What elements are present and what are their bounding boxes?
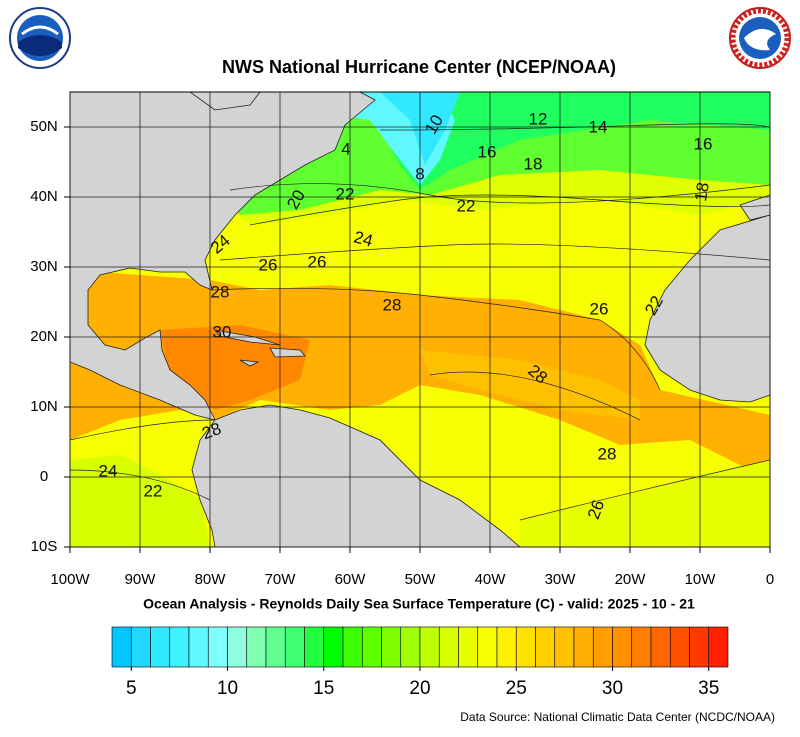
source: Data Source: National Climatic Data Cent… xyxy=(460,710,775,724)
colorbar-box xyxy=(592,626,613,668)
colorbar-label: 30 xyxy=(602,678,623,699)
y-tick-label: 40N xyxy=(30,188,58,205)
contour-label: 14 xyxy=(589,117,608,136)
colorbar-box xyxy=(554,626,575,668)
contour-lines xyxy=(70,123,770,521)
contour-label: 22 xyxy=(144,481,163,500)
contour-label: 30 xyxy=(213,322,232,341)
colorbar-box xyxy=(631,626,652,668)
y-tick-label: 10S xyxy=(31,538,58,555)
x-tick-label: 60W xyxy=(335,571,367,588)
y-tick-label: 10N xyxy=(30,398,58,415)
colorbar-label: 10 xyxy=(217,678,238,699)
noaa-logo xyxy=(9,7,71,69)
colorbar-box xyxy=(130,626,151,668)
colorbar-box xyxy=(477,626,498,668)
colorbar-box xyxy=(265,626,286,668)
colorbar-box xyxy=(381,626,402,668)
contour-label: 16 xyxy=(478,142,497,161)
colorbar-box xyxy=(650,626,671,668)
colorbar-box xyxy=(323,626,344,668)
colorbar-box xyxy=(207,626,228,668)
contour-label: 22 xyxy=(457,196,476,215)
colorbar-label: 25 xyxy=(506,678,527,699)
colorbar-box xyxy=(708,626,729,668)
colorbar-box xyxy=(188,626,209,668)
x-tick-label: 100W xyxy=(50,571,90,588)
contour-label: 16 xyxy=(694,134,713,153)
grid: 100W 90W 80W 70W 60W 50W 40W 30W 20W 10W 0 50N 40N 30… xyxy=(30,92,774,588)
colorbar-box xyxy=(438,626,459,668)
y-tick-label: 30N xyxy=(30,258,58,275)
contour-label: 4 xyxy=(341,139,350,158)
x-tick-label: 10W xyxy=(685,571,717,588)
colorbar-box xyxy=(284,626,305,668)
colorbar-label: 5 xyxy=(126,678,137,699)
x-tick-label: 40W xyxy=(475,571,507,588)
colorbar-box xyxy=(458,626,479,668)
x-tick-label: 30W xyxy=(545,571,577,588)
x-tick-label: 50W xyxy=(405,571,437,588)
x-tick-label: 90W xyxy=(125,571,157,588)
colorbar-box xyxy=(246,626,267,668)
colorbar-box xyxy=(400,626,421,668)
colorbar: 5 10 15 20 25 30 35 xyxy=(111,626,729,699)
colorbar-box xyxy=(227,626,248,668)
contour-label: 24 xyxy=(99,461,118,480)
colorbar-box xyxy=(150,626,171,668)
nws-logo xyxy=(729,7,791,69)
contour-label: 18 xyxy=(691,181,713,203)
colorbar-box xyxy=(689,626,710,668)
land xyxy=(70,92,770,547)
colorbar-label: 15 xyxy=(313,678,334,699)
x-tick-label: 80W xyxy=(195,571,227,588)
sst-field xyxy=(70,92,770,547)
y-tick-label: 50N xyxy=(30,118,58,135)
colorbar-label: 20 xyxy=(409,678,430,699)
colorbar-box xyxy=(573,626,594,668)
x-tick-label: 70W xyxy=(265,571,297,588)
contour-label: 18 xyxy=(524,154,543,173)
contour-label: 26 xyxy=(308,252,327,271)
y-tick-label: 0 xyxy=(40,468,48,485)
colorbar-label: 35 xyxy=(698,678,719,699)
colorbar-box xyxy=(111,626,132,668)
x-tick-label: 0 xyxy=(766,571,774,588)
colorbar-box xyxy=(304,626,325,668)
colorbar-box xyxy=(342,626,363,668)
contour-label: 28 xyxy=(598,444,617,463)
x-tick-label: 20W xyxy=(615,571,647,588)
colorbar-box xyxy=(515,626,536,668)
colorbar-box xyxy=(669,626,690,668)
subtitle: Ocean Analysis - Reynolds Daily Sea Surf… xyxy=(143,596,695,612)
colorbar-box xyxy=(419,626,440,668)
colorbar-box xyxy=(169,626,190,668)
contour-label: 26 xyxy=(590,299,609,318)
colorbar-box xyxy=(535,626,556,668)
colorbar-box xyxy=(612,626,633,668)
contour-label: 24 xyxy=(352,227,375,250)
contour-label: 22 xyxy=(336,184,355,203)
title: NWS National Hurricane Center (NCEP/NOAA… xyxy=(222,57,616,77)
contour-label: 12 xyxy=(529,109,548,128)
contour-label: 26 xyxy=(259,255,278,274)
colorbar-box xyxy=(496,626,517,668)
contour-label: 8 xyxy=(415,164,424,183)
colorbar-box xyxy=(361,626,382,668)
contour-label: 28 xyxy=(211,282,230,301)
contour-label: 28 xyxy=(383,295,402,314)
y-tick-label: 20N xyxy=(30,328,58,345)
